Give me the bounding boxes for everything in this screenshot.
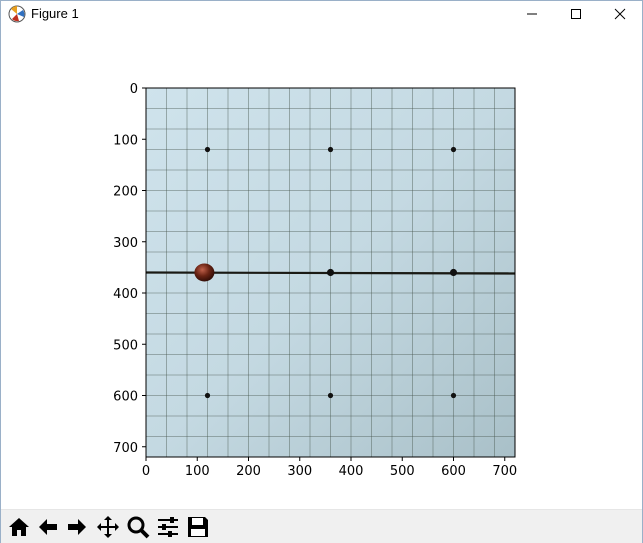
marker-dot [449,268,458,277]
back-button[interactable] [34,513,62,541]
y-tick-label: 500 [113,338,138,353]
marker-dot [204,146,211,153]
image-plot[interactable]: 0 100 200 300 400 500 600 700 0 100 200 300 400 500 60… [1,28,642,508]
minimize-icon [526,13,537,15]
zoom-icon [127,516,150,539]
minimize-button[interactable] [509,1,554,27]
close-icon [614,8,625,20]
marker-dot [204,392,211,399]
maximize-button[interactable] [553,1,598,27]
zoom-button[interactable] [124,513,152,541]
y-tick-label: 100 [113,133,138,148]
configure-button[interactable] [154,513,182,541]
y-tick-label: 600 [113,390,138,405]
y-tick-label: 700 [113,441,138,456]
marker-dot [450,392,457,399]
x-tick-label: 0 [142,464,150,479]
save-icon [188,517,208,537]
marker-dot [450,146,457,153]
marker-dot [327,392,334,399]
marker-dot [327,146,334,153]
sliders-icon [158,517,178,537]
x-tick-label: 600 [441,464,466,479]
pan-button[interactable] [94,513,122,541]
home-button[interactable] [5,513,33,541]
arrow-left-icon [39,519,57,535]
marker-dot [326,268,335,277]
forward-button[interactable] [63,513,91,541]
x-tick-label: 700 [492,464,517,479]
axes: 0 100 200 300 400 500 600 700 0 100 200 300 400 500 60… [113,82,517,479]
navigation-toolbar [1,509,642,543]
axes-frame [145,87,516,458]
move-icon [97,516,119,538]
y-tick-label: 400 [113,287,138,302]
close-button[interactable] [597,1,642,27]
x-tick-label: 400 [339,464,364,479]
ball [194,263,215,282]
y-tick-label: 0 [130,82,138,97]
x-tick-label: 500 [390,464,415,479]
home-icon [9,518,29,536]
save-button[interactable] [184,513,212,541]
x-tick-label: 300 [287,464,312,479]
title-bar[interactable]: Figure 1 [1,1,642,27]
window-title: Figure 1 [31,6,79,21]
x-tick-label: 100 [185,464,210,479]
x-tick-label: 200 [236,464,261,479]
matplotlib-logo-icon [8,5,26,23]
figure-canvas[interactable]: 0 100 200 300 400 500 600 700 0 100 200 300 400 500 60… [1,28,642,508]
arrow-right-icon [68,519,86,535]
maximize-icon [570,9,581,19]
y-tick-label: 200 [113,185,138,200]
y-tick-label: 300 [113,236,138,251]
